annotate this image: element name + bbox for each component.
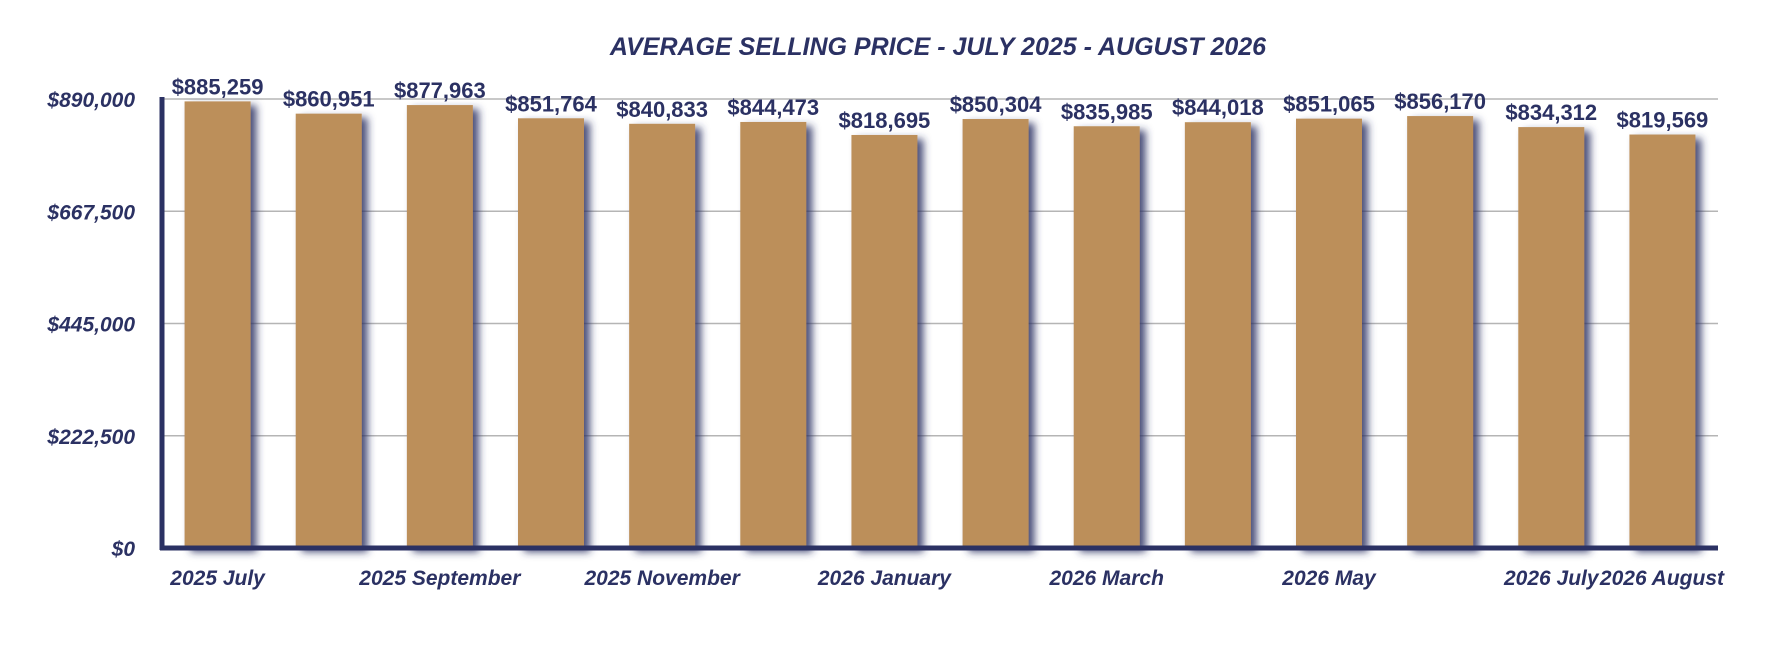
data-label: $819,569 <box>1617 108 1709 133</box>
x-axis-tick-labels: 2025 July 2025 September 2025 November 2026… <box>169 567 1725 590</box>
data-label: $856,170 <box>1394 89 1486 114</box>
data-labels: $885,259 $860,951 $877,963 $851,764 $840,833… <box>172 74 1709 133</box>
bar <box>518 118 584 548</box>
y-tick-label: $890,000 <box>46 89 135 112</box>
data-label: $851,764 <box>505 91 598 116</box>
data-label: $851,065 <box>1283 92 1375 117</box>
y-tick-label: $0 <box>111 538 136 561</box>
bar <box>1073 126 1140 548</box>
bar <box>184 101 251 548</box>
bar <box>629 123 696 548</box>
grid-lines <box>162 98 1718 437</box>
data-label: $850,304 <box>950 92 1043 117</box>
x-tick-label: 2026 May <box>1281 567 1377 590</box>
y-tick-label: $222,500 <box>46 426 135 449</box>
bar <box>1296 118 1362 548</box>
bar <box>740 121 807 549</box>
x-tick-label: 2026 January <box>817 567 952 590</box>
bar <box>1518 127 1585 548</box>
chart-title: AVERAGE SELLING PRICE - JULY 2025 - AUGU… <box>609 33 1267 61</box>
bar <box>962 119 1029 549</box>
y-axis-tick-labels: $0 $222,500 $445,000 $667,500 $890,000 <box>46 89 135 561</box>
data-label: $885,259 <box>172 74 264 99</box>
data-label: $818,695 <box>839 108 931 133</box>
data-label: $844,018 <box>1172 95 1264 120</box>
y-tick-label: $667,500 <box>46 201 135 224</box>
axes <box>159 97 1718 551</box>
data-label: $835,985 <box>1061 99 1153 124</box>
bar <box>851 134 918 549</box>
x-tick-label: 2025 September <box>358 567 522 590</box>
x-tick-label: 2026 August <box>1599 567 1725 590</box>
data-label: $860,951 <box>283 87 375 112</box>
bar <box>1407 116 1474 548</box>
bars <box>184 101 1696 549</box>
bar <box>1184 122 1251 548</box>
data-label: $877,963 <box>394 78 486 103</box>
data-label: $834,312 <box>1505 100 1597 125</box>
x-tick-label: 2025 November <box>584 567 742 590</box>
y-tick-label: $445,000 <box>46 314 135 337</box>
x-tick-label: 2026 March <box>1049 567 1164 590</box>
x-tick-label: 2025 July <box>169 567 266 590</box>
x-tick-label: 2026 July <box>1503 567 1600 590</box>
bar <box>295 113 362 548</box>
data-label: $844,473 <box>727 95 819 120</box>
bar <box>406 105 473 548</box>
bar <box>1629 134 1696 548</box>
data-label: $840,833 <box>616 97 708 122</box>
